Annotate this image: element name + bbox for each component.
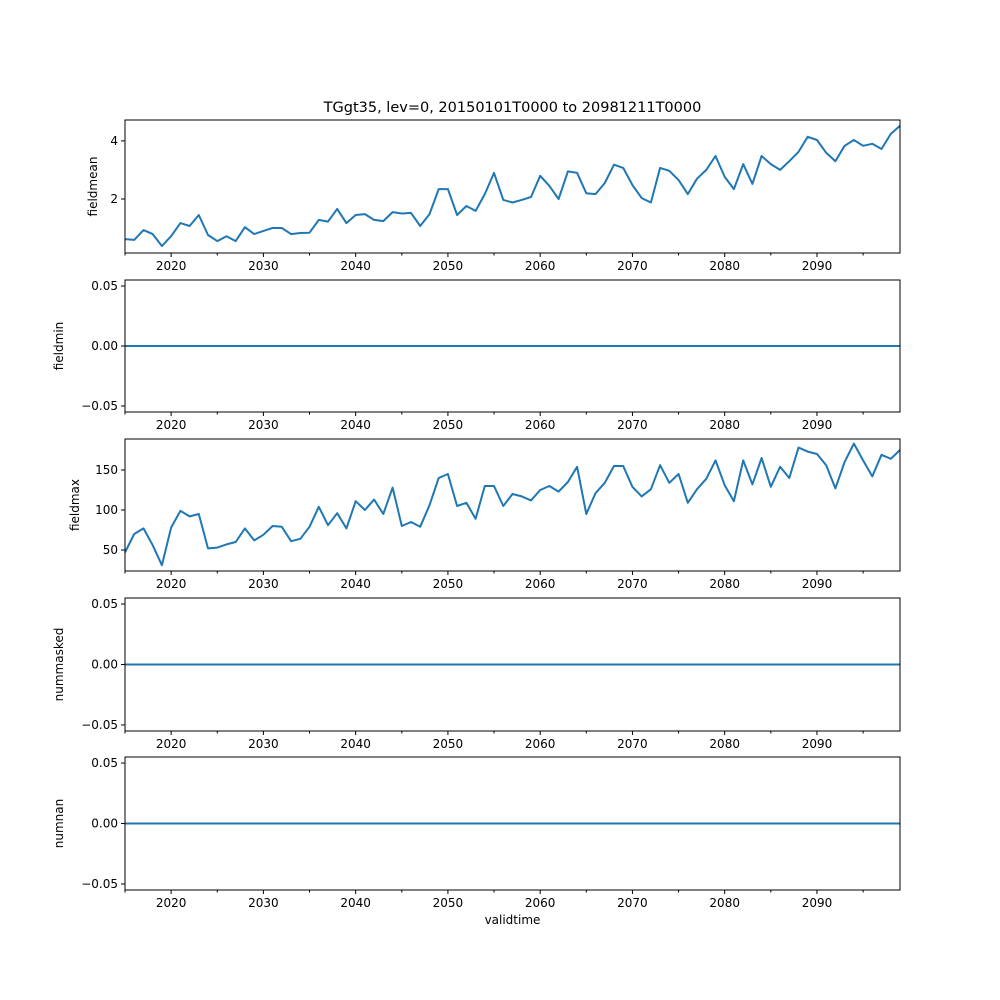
x-tick-label: 2070 bbox=[617, 737, 648, 751]
x-tick-label: 2090 bbox=[802, 896, 833, 910]
y-tick-label: 150 bbox=[95, 463, 118, 477]
x-tick-label: 2080 bbox=[709, 577, 740, 591]
x-tick-label: 2080 bbox=[709, 418, 740, 432]
x-tick-label: 2040 bbox=[340, 418, 371, 432]
x-tick-label: 2050 bbox=[433, 737, 464, 751]
chart-title: TGgt35, lev=0, 20150101T0000 to 20981211… bbox=[323, 100, 702, 116]
x-tick-label: 2030 bbox=[248, 577, 279, 591]
x-tick-label: 2040 bbox=[340, 577, 371, 591]
y-tick-label: 50 bbox=[103, 543, 118, 557]
x-tick-label: 2060 bbox=[525, 737, 556, 751]
y-tick-label: 4 bbox=[110, 134, 118, 148]
x-tick-label: 2040 bbox=[340, 259, 371, 273]
x-tick-label: 2060 bbox=[525, 896, 556, 910]
y-tick-label: 0.05 bbox=[91, 756, 118, 770]
y-tick-label: 0.05 bbox=[91, 597, 118, 611]
subplot-numnan: 2020 2030 2040 2050 2060 2070 2080 2090 −0.05 0.0… bbox=[52, 756, 901, 927]
y-tick-label: 0.00 bbox=[91, 339, 118, 353]
x-tick-label: 2060 bbox=[525, 418, 556, 432]
y-axis-label: fieldmin bbox=[52, 322, 66, 371]
y-axis-label: fieldmean bbox=[86, 157, 100, 217]
y-tick-label: −0.05 bbox=[81, 399, 118, 413]
y-tick-label: 0.05 bbox=[91, 279, 118, 293]
x-tick-label: 2080 bbox=[709, 896, 740, 910]
x-tick-label: 2080 bbox=[709, 737, 740, 751]
subplot-fieldmean: 2020 2030 2040 2050 2060 2070 2080 2090 2 4 fieldm… bbox=[86, 100, 901, 273]
y-tick-label: 0.00 bbox=[91, 658, 118, 672]
x-tick-label: 2090 bbox=[802, 418, 833, 432]
x-tick-label: 2070 bbox=[617, 418, 648, 432]
x-tick-label: 2060 bbox=[525, 577, 556, 591]
x-tick-label: 2040 bbox=[340, 896, 371, 910]
series-line-fieldmax bbox=[124, 442, 901, 567]
y-axis-label: nummasked bbox=[52, 628, 66, 702]
y-axis-label: numnan bbox=[52, 799, 66, 848]
y-tick-label: 0.00 bbox=[91, 817, 118, 831]
x-tick-label: 2030 bbox=[248, 418, 279, 432]
x-tick-label: 2090 bbox=[802, 259, 833, 273]
x-tick-label: 2020 bbox=[156, 577, 187, 591]
x-tick-label: 2020 bbox=[156, 896, 187, 910]
subplot-fieldmin: 2020 2030 2040 2050 2060 2070 2080 2090 −0.05 0.0… bbox=[52, 279, 901, 432]
x-tick-label: 2070 bbox=[617, 259, 648, 273]
x-tick-label: 2080 bbox=[709, 259, 740, 273]
x-tick-label: 2030 bbox=[248, 896, 279, 910]
y-tick-label: −0.05 bbox=[81, 718, 118, 732]
subplot-nummasked: 2020 2030 2040 2050 2060 2070 2080 2090 −0.05 0.0… bbox=[52, 597, 901, 751]
y-tick-label: 2 bbox=[110, 192, 118, 206]
x-tick-label: 2090 bbox=[802, 577, 833, 591]
x-tick-label: 2020 bbox=[156, 418, 187, 432]
x-axis-label: validtime bbox=[485, 913, 541, 927]
x-tick-label: 2040 bbox=[340, 737, 371, 751]
x-tick-label: 2030 bbox=[248, 737, 279, 751]
axes-frame bbox=[124, 438, 901, 572]
x-tick-label: 2070 bbox=[617, 577, 648, 591]
x-tick-label: 2020 bbox=[156, 737, 187, 751]
y-tick-label: −0.05 bbox=[81, 877, 118, 891]
x-tick-label: 2050 bbox=[433, 418, 464, 432]
x-tick-label: 2030 bbox=[248, 259, 279, 273]
y-axis-label: fieldmax bbox=[68, 479, 82, 531]
x-tick-label: 2070 bbox=[617, 896, 648, 910]
y-tick-label: 100 bbox=[95, 503, 118, 517]
axes-frame bbox=[124, 119, 901, 254]
x-tick-label: 2090 bbox=[802, 737, 833, 751]
subplot-fieldmax: 2020 2030 2040 2050 2060 2070 2080 2090 50 100 150… bbox=[68, 438, 901, 591]
series-line-fieldmean bbox=[124, 125, 901, 247]
x-tick-label: 2050 bbox=[433, 577, 464, 591]
x-tick-label: 2060 bbox=[525, 259, 556, 273]
x-tick-label: 2020 bbox=[156, 259, 187, 273]
x-tick-label: 2050 bbox=[433, 259, 464, 273]
x-tick-label: 2050 bbox=[433, 896, 464, 910]
